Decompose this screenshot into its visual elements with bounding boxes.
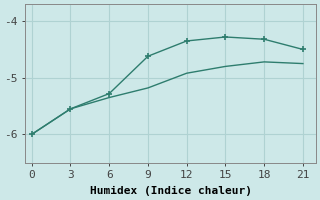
- X-axis label: Humidex (Indice chaleur): Humidex (Indice chaleur): [90, 186, 252, 196]
